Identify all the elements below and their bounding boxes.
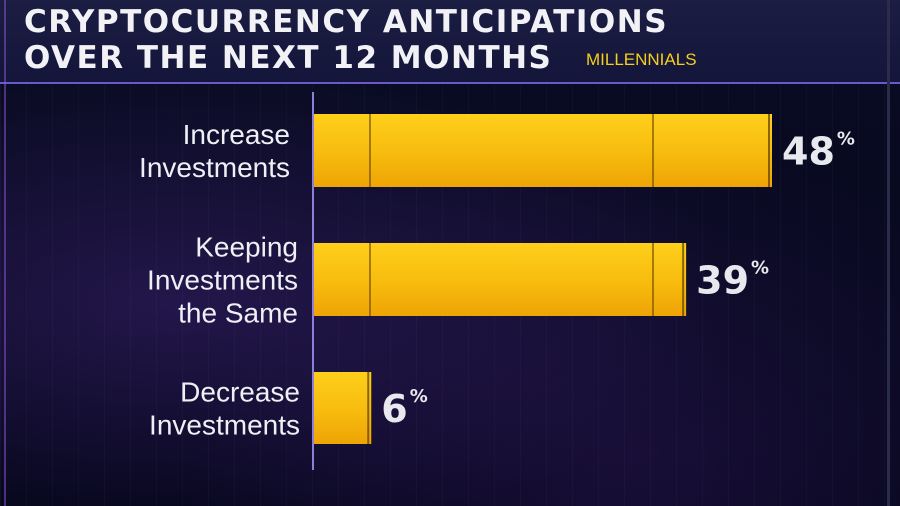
category-label-1-line-1: Increase [183,119,290,150]
value-label-1: 48 [782,130,835,174]
category-label-2-line-1: Keeping [195,232,298,263]
value-percent-sign-1: % [837,129,855,150]
value-percent-sign-3: % [410,386,428,407]
right-frame-edge [887,0,890,506]
category-label-2-line-3: the Same [178,298,298,329]
bar-3 [314,372,372,444]
chart-subtitle: MILLENNIALS [586,50,697,69]
category-label-3-line-1: Decrease [180,377,300,408]
bar-2 [314,243,687,316]
value-percent-sign-2: % [751,258,769,279]
value-label-2: 39 [696,259,749,303]
category-label-2-line-2: Investments [147,265,298,296]
chart-title-line-2: OVER THE NEXT 12 MONTHS [24,40,553,76]
chart-title-line-1: CRYPTOCURRENCY ANTICIPATIONS [24,4,669,40]
left-frame-edge [4,0,6,506]
category-label-1-line-2: Investments [139,152,290,183]
bar-1 [314,114,772,187]
value-label-3: 6 [381,387,407,431]
title-banner: CRYPTOCURRENCY ANTICIPATIONS OVER THE NE… [0,0,900,84]
category-label-3-line-2: Investments [149,410,300,441]
